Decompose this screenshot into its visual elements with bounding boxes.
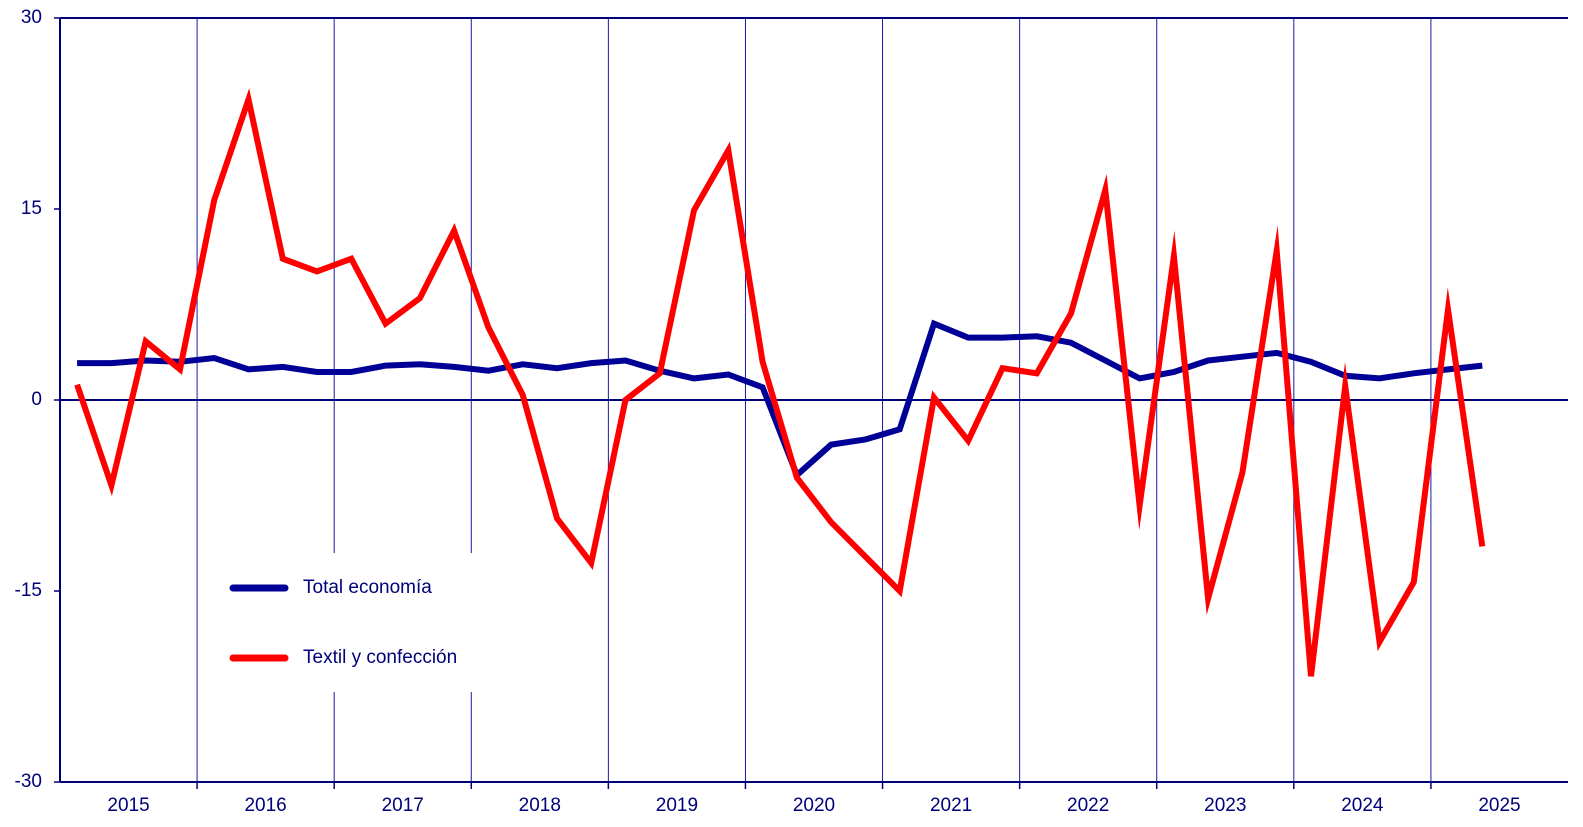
y-tick-label: -15: [15, 580, 42, 601]
x-tick-label: 2019: [656, 795, 698, 816]
y-tick-label: 0: [31, 389, 42, 410]
y-tick-label: 15: [21, 198, 42, 219]
x-tick-label: 2023: [1204, 795, 1246, 816]
x-tick-label: 2025: [1478, 795, 1520, 816]
x-tick-label: 2017: [382, 795, 424, 816]
x-tick-label: 2022: [1067, 795, 1109, 816]
y-tick-label: 30: [21, 7, 42, 28]
legend-box: [200, 553, 500, 692]
legend-label: Textil y confección: [303, 647, 457, 668]
x-tick-label: 2018: [519, 795, 561, 816]
x-tick-label: 2015: [107, 795, 149, 816]
legend-label: Total economía: [303, 577, 432, 598]
legend: Total economía Textil y confección: [200, 553, 500, 692]
y-tick-label: -30: [15, 771, 42, 792]
x-tick-label: 2021: [930, 795, 972, 816]
x-tick-label: 2024: [1341, 795, 1384, 816]
series-line: [74, 88, 1486, 677]
x-tick-label: 2020: [793, 795, 835, 816]
x-tick-label: 2016: [244, 795, 286, 816]
series-line: [77, 319, 1483, 481]
